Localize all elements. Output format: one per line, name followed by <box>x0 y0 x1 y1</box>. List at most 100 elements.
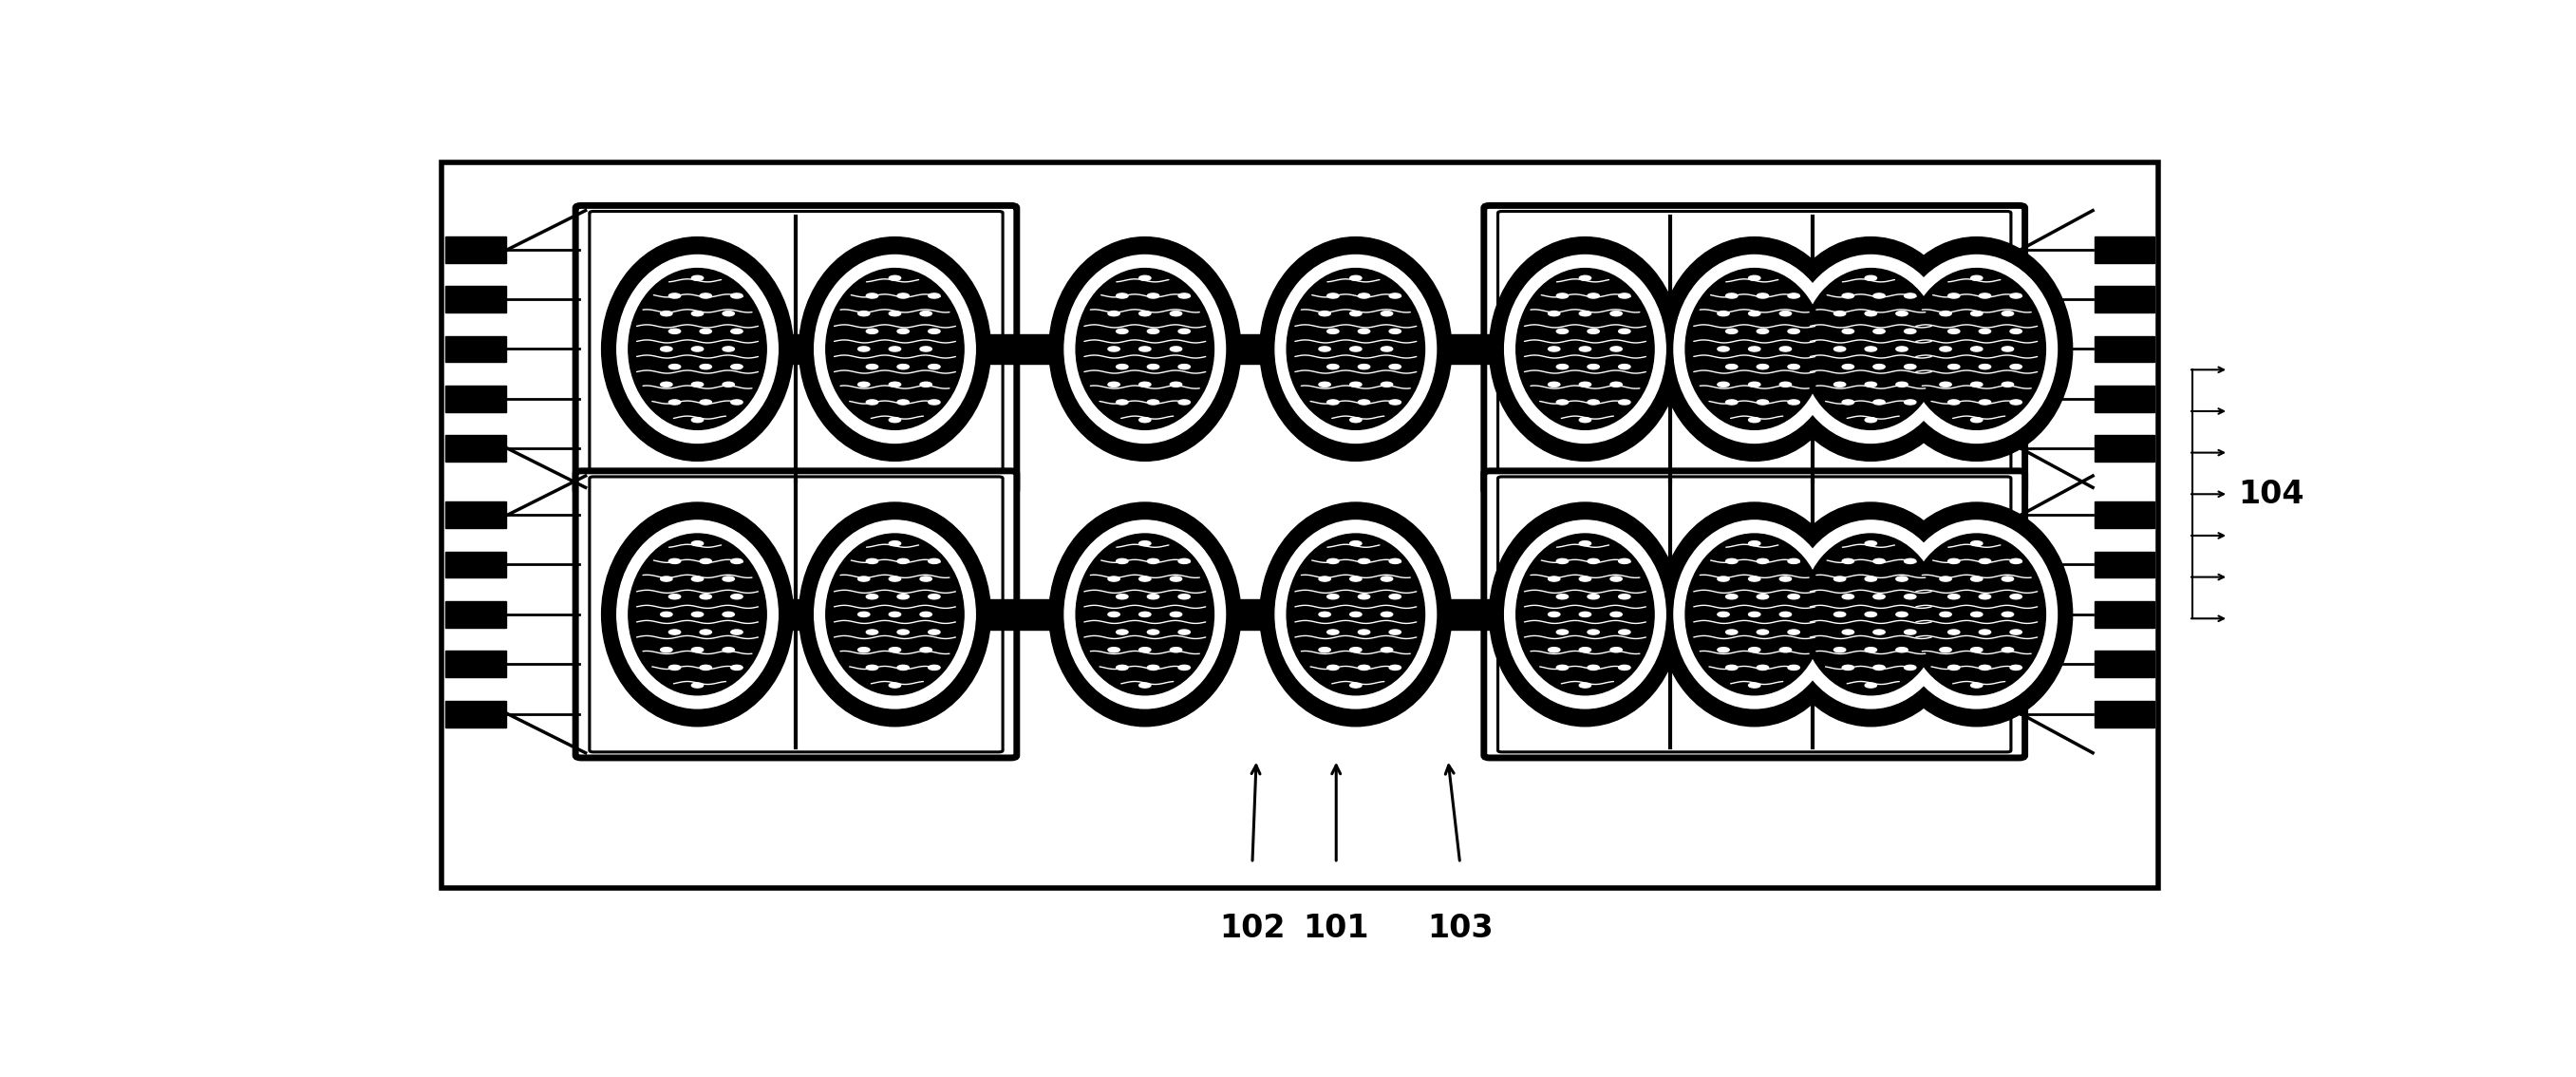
Bar <box>443 163 2159 889</box>
Circle shape <box>1556 400 1569 405</box>
Circle shape <box>1587 559 1600 563</box>
Bar <box>446 386 505 412</box>
Circle shape <box>690 418 703 422</box>
Circle shape <box>1610 612 1623 617</box>
Circle shape <box>1971 576 1984 582</box>
Circle shape <box>1327 364 1340 369</box>
Bar <box>2094 601 2154 628</box>
Circle shape <box>1896 647 1909 653</box>
Circle shape <box>1940 382 1953 387</box>
Circle shape <box>858 347 871 351</box>
Ellipse shape <box>1659 237 1850 461</box>
Circle shape <box>1947 559 1960 563</box>
Circle shape <box>896 400 909 405</box>
Circle shape <box>1139 382 1151 387</box>
Circle shape <box>724 382 734 387</box>
Ellipse shape <box>799 237 992 461</box>
Circle shape <box>701 328 711 334</box>
Circle shape <box>1834 612 1844 617</box>
Circle shape <box>1587 328 1600 334</box>
Circle shape <box>1610 647 1623 653</box>
Circle shape <box>670 559 680 563</box>
Circle shape <box>1947 293 1960 298</box>
Circle shape <box>1579 276 1592 280</box>
Circle shape <box>1587 595 1600 599</box>
Circle shape <box>1788 595 1801 599</box>
Circle shape <box>732 400 742 405</box>
Circle shape <box>690 382 703 387</box>
Bar <box>677 334 1996 364</box>
Circle shape <box>1327 328 1340 334</box>
Circle shape <box>1896 347 1909 351</box>
Ellipse shape <box>1880 237 2074 461</box>
Ellipse shape <box>616 520 778 709</box>
Circle shape <box>659 311 672 316</box>
Ellipse shape <box>799 502 992 726</box>
Ellipse shape <box>1659 502 1850 726</box>
Bar <box>2094 286 2154 312</box>
Circle shape <box>1146 328 1159 334</box>
Circle shape <box>1971 647 1984 653</box>
Ellipse shape <box>1896 520 2058 709</box>
Bar <box>2094 435 2154 462</box>
Circle shape <box>690 311 703 316</box>
Circle shape <box>1757 630 1770 634</box>
Circle shape <box>1971 683 1984 688</box>
Circle shape <box>1618 364 1631 369</box>
Circle shape <box>1780 612 1790 617</box>
Circle shape <box>1971 541 1984 546</box>
Circle shape <box>1115 559 1128 563</box>
Bar <box>446 435 505 462</box>
Circle shape <box>1579 382 1592 387</box>
Bar <box>446 502 505 528</box>
Circle shape <box>690 612 703 617</box>
Circle shape <box>866 293 878 298</box>
Circle shape <box>1388 400 1401 405</box>
Circle shape <box>690 647 703 653</box>
Circle shape <box>1842 559 1855 563</box>
Circle shape <box>1388 364 1401 369</box>
Circle shape <box>1842 293 1855 298</box>
Circle shape <box>1718 382 1728 387</box>
Circle shape <box>889 311 902 316</box>
Circle shape <box>724 612 734 617</box>
Circle shape <box>1904 595 1917 599</box>
Circle shape <box>927 595 940 599</box>
Circle shape <box>1587 364 1600 369</box>
Circle shape <box>1587 630 1600 634</box>
Circle shape <box>1757 364 1770 369</box>
Circle shape <box>1350 347 1363 351</box>
Circle shape <box>1388 595 1401 599</box>
Circle shape <box>1579 612 1592 617</box>
Circle shape <box>1865 347 1878 351</box>
Circle shape <box>732 293 742 298</box>
Circle shape <box>1350 612 1363 617</box>
Circle shape <box>1177 559 1190 563</box>
Circle shape <box>1873 595 1886 599</box>
Circle shape <box>1873 400 1886 405</box>
Circle shape <box>1749 576 1759 582</box>
Circle shape <box>1139 347 1151 351</box>
Circle shape <box>1904 559 1917 563</box>
Circle shape <box>1177 595 1190 599</box>
Circle shape <box>1381 382 1394 387</box>
Ellipse shape <box>1504 255 1667 443</box>
Circle shape <box>1718 311 1728 316</box>
Circle shape <box>701 666 711 670</box>
Circle shape <box>1177 666 1190 670</box>
Ellipse shape <box>1880 502 2074 726</box>
Circle shape <box>1726 630 1739 634</box>
Circle shape <box>670 666 680 670</box>
Circle shape <box>1749 276 1759 280</box>
Circle shape <box>670 293 680 298</box>
Circle shape <box>2009 293 2022 298</box>
Circle shape <box>1579 683 1592 688</box>
Circle shape <box>1388 293 1401 298</box>
Ellipse shape <box>1064 255 1226 443</box>
Circle shape <box>1381 647 1394 653</box>
Circle shape <box>889 683 902 688</box>
Circle shape <box>1780 576 1790 582</box>
Circle shape <box>670 364 680 369</box>
Circle shape <box>1947 630 1960 634</box>
Ellipse shape <box>1775 502 1965 726</box>
